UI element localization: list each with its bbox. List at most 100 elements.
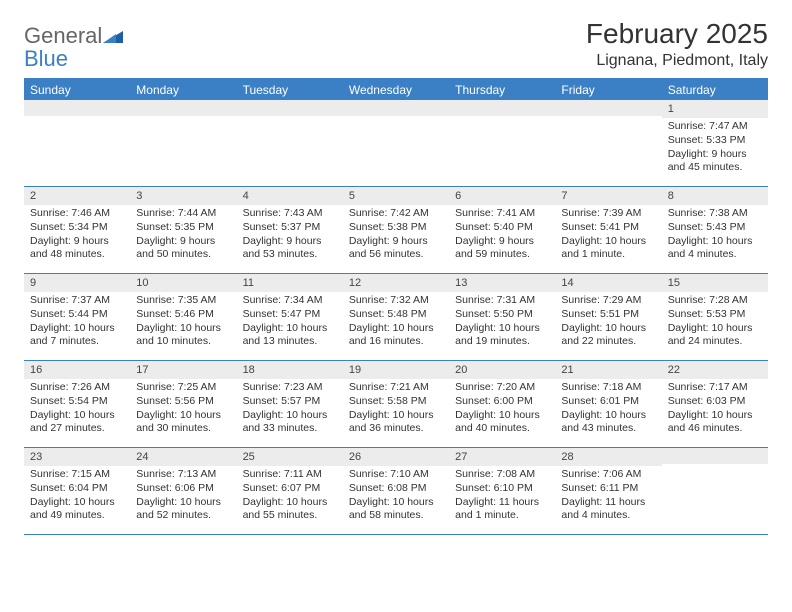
sunset-text: Sunset: 6:01 PM xyxy=(561,395,655,409)
day-details: Sunrise: 7:17 AMSunset: 6:03 PMDaylight:… xyxy=(662,379,768,440)
day-details: Sunrise: 7:13 AMSunset: 6:06 PMDaylight:… xyxy=(130,466,236,527)
sunset-text: Sunset: 5:43 PM xyxy=(668,221,762,235)
daylight-text: Daylight: 10 hours and 40 minutes. xyxy=(455,409,549,436)
sunset-text: Sunset: 5:46 PM xyxy=(136,308,230,322)
day-cell xyxy=(24,100,130,186)
sunset-text: Sunset: 5:37 PM xyxy=(243,221,337,235)
sunset-text: Sunset: 5:51 PM xyxy=(561,308,655,322)
calendar-grid: Sunday Monday Tuesday Wednesday Thursday… xyxy=(24,78,768,535)
sunset-text: Sunset: 5:58 PM xyxy=(349,395,443,409)
daylight-text: Daylight: 10 hours and 43 minutes. xyxy=(561,409,655,436)
sunset-text: Sunset: 6:11 PM xyxy=(561,482,655,496)
day-number: 15 xyxy=(662,274,768,292)
day-number: 8 xyxy=(662,187,768,205)
sunrise-text: Sunrise: 7:28 AM xyxy=(668,294,762,308)
weekday-wed: Wednesday xyxy=(343,80,449,100)
day-cell: 7Sunrise: 7:39 AMSunset: 5:41 PMDaylight… xyxy=(555,187,661,273)
sunrise-text: Sunrise: 7:39 AM xyxy=(561,207,655,221)
day-cell: 27Sunrise: 7:08 AMSunset: 6:10 PMDayligh… xyxy=(449,448,555,534)
day-cell xyxy=(662,448,768,534)
day-details: Sunrise: 7:08 AMSunset: 6:10 PMDaylight:… xyxy=(449,466,555,527)
daylight-text: Daylight: 10 hours and 1 minute. xyxy=(561,235,655,262)
location-label: Lignana, Piedmont, Italy xyxy=(586,52,768,70)
day-details: Sunrise: 7:37 AMSunset: 5:44 PMDaylight:… xyxy=(24,292,130,353)
weekday-tue: Tuesday xyxy=(237,80,343,100)
sunrise-text: Sunrise: 7:08 AM xyxy=(455,468,549,482)
day-cell: 17Sunrise: 7:25 AMSunset: 5:56 PMDayligh… xyxy=(130,361,236,447)
day-number: 27 xyxy=(449,448,555,466)
weekday-fri: Friday xyxy=(555,80,661,100)
sunset-text: Sunset: 6:04 PM xyxy=(30,482,124,496)
sunrise-text: Sunrise: 7:31 AM xyxy=(455,294,549,308)
sunrise-text: Sunrise: 7:25 AM xyxy=(136,381,230,395)
day-details: Sunrise: 7:41 AMSunset: 5:40 PMDaylight:… xyxy=(449,205,555,266)
daylight-text: Daylight: 10 hours and 22 minutes. xyxy=(561,322,655,349)
day-number xyxy=(24,100,130,116)
sunset-text: Sunset: 6:08 PM xyxy=(349,482,443,496)
week-row: 16Sunrise: 7:26 AMSunset: 5:54 PMDayligh… xyxy=(24,361,768,448)
day-details: Sunrise: 7:35 AMSunset: 5:46 PMDaylight:… xyxy=(130,292,236,353)
day-number: 18 xyxy=(237,361,343,379)
sunrise-text: Sunrise: 7:43 AM xyxy=(243,207,337,221)
day-details: Sunrise: 7:47 AMSunset: 5:33 PMDaylight:… xyxy=(662,118,768,179)
sunrise-text: Sunrise: 7:44 AM xyxy=(136,207,230,221)
daylight-text: Daylight: 10 hours and 52 minutes. xyxy=(136,496,230,523)
day-number xyxy=(237,100,343,116)
day-details: Sunrise: 7:34 AMSunset: 5:47 PMDaylight:… xyxy=(237,292,343,353)
sunrise-text: Sunrise: 7:32 AM xyxy=(349,294,443,308)
sunset-text: Sunset: 5:50 PM xyxy=(455,308,549,322)
weekday-mon: Monday xyxy=(130,80,236,100)
sunrise-text: Sunrise: 7:37 AM xyxy=(30,294,124,308)
sunset-text: Sunset: 5:33 PM xyxy=(668,134,762,148)
day-cell: 15Sunrise: 7:28 AMSunset: 5:53 PMDayligh… xyxy=(662,274,768,360)
daylight-text: Daylight: 10 hours and 36 minutes. xyxy=(349,409,443,436)
day-details: Sunrise: 7:43 AMSunset: 5:37 PMDaylight:… xyxy=(237,205,343,266)
day-number: 21 xyxy=(555,361,661,379)
day-cell: 26Sunrise: 7:10 AMSunset: 6:08 PMDayligh… xyxy=(343,448,449,534)
day-number: 14 xyxy=(555,274,661,292)
day-number: 10 xyxy=(130,274,236,292)
day-details: Sunrise: 7:23 AMSunset: 5:57 PMDaylight:… xyxy=(237,379,343,440)
day-cell: 6Sunrise: 7:41 AMSunset: 5:40 PMDaylight… xyxy=(449,187,555,273)
sunset-text: Sunset: 5:54 PM xyxy=(30,395,124,409)
day-cell xyxy=(343,100,449,186)
day-cell xyxy=(130,100,236,186)
day-details: Sunrise: 7:29 AMSunset: 5:51 PMDaylight:… xyxy=(555,292,661,353)
day-cell: 20Sunrise: 7:20 AMSunset: 6:00 PMDayligh… xyxy=(449,361,555,447)
day-details: Sunrise: 7:31 AMSunset: 5:50 PMDaylight:… xyxy=(449,292,555,353)
day-details: Sunrise: 7:21 AMSunset: 5:58 PMDaylight:… xyxy=(343,379,449,440)
sunrise-text: Sunrise: 7:35 AM xyxy=(136,294,230,308)
sunset-text: Sunset: 5:40 PM xyxy=(455,221,549,235)
sunset-text: Sunset: 5:38 PM xyxy=(349,221,443,235)
daylight-text: Daylight: 9 hours and 48 minutes. xyxy=(30,235,124,262)
day-number: 16 xyxy=(24,361,130,379)
daylight-text: Daylight: 10 hours and 19 minutes. xyxy=(455,322,549,349)
week-row: 9Sunrise: 7:37 AMSunset: 5:44 PMDaylight… xyxy=(24,274,768,361)
weekday-thu: Thursday xyxy=(449,80,555,100)
day-number: 17 xyxy=(130,361,236,379)
sunrise-text: Sunrise: 7:21 AM xyxy=(349,381,443,395)
daylight-text: Daylight: 10 hours and 30 minutes. xyxy=(136,409,230,436)
day-number: 3 xyxy=(130,187,236,205)
day-cell: 21Sunrise: 7:18 AMSunset: 6:01 PMDayligh… xyxy=(555,361,661,447)
day-cell: 24Sunrise: 7:13 AMSunset: 6:06 PMDayligh… xyxy=(130,448,236,534)
day-cell xyxy=(555,100,661,186)
day-cell: 10Sunrise: 7:35 AMSunset: 5:46 PMDayligh… xyxy=(130,274,236,360)
day-details: Sunrise: 7:20 AMSunset: 6:00 PMDaylight:… xyxy=(449,379,555,440)
weekday-sat: Saturday xyxy=(662,80,768,100)
day-number: 12 xyxy=(343,274,449,292)
day-details: Sunrise: 7:38 AMSunset: 5:43 PMDaylight:… xyxy=(662,205,768,266)
day-number: 7 xyxy=(555,187,661,205)
sunset-text: Sunset: 6:10 PM xyxy=(455,482,549,496)
day-cell: 3Sunrise: 7:44 AMSunset: 5:35 PMDaylight… xyxy=(130,187,236,273)
sunrise-text: Sunrise: 7:11 AM xyxy=(243,468,337,482)
sunset-text: Sunset: 5:53 PM xyxy=(668,308,762,322)
sunrise-text: Sunrise: 7:29 AM xyxy=(561,294,655,308)
sunset-text: Sunset: 6:00 PM xyxy=(455,395,549,409)
sunrise-text: Sunrise: 7:17 AM xyxy=(668,381,762,395)
day-number xyxy=(662,448,768,464)
day-details: Sunrise: 7:25 AMSunset: 5:56 PMDaylight:… xyxy=(130,379,236,440)
brand-part1: General xyxy=(24,23,102,48)
sunrise-text: Sunrise: 7:10 AM xyxy=(349,468,443,482)
sunrise-text: Sunrise: 7:38 AM xyxy=(668,207,762,221)
